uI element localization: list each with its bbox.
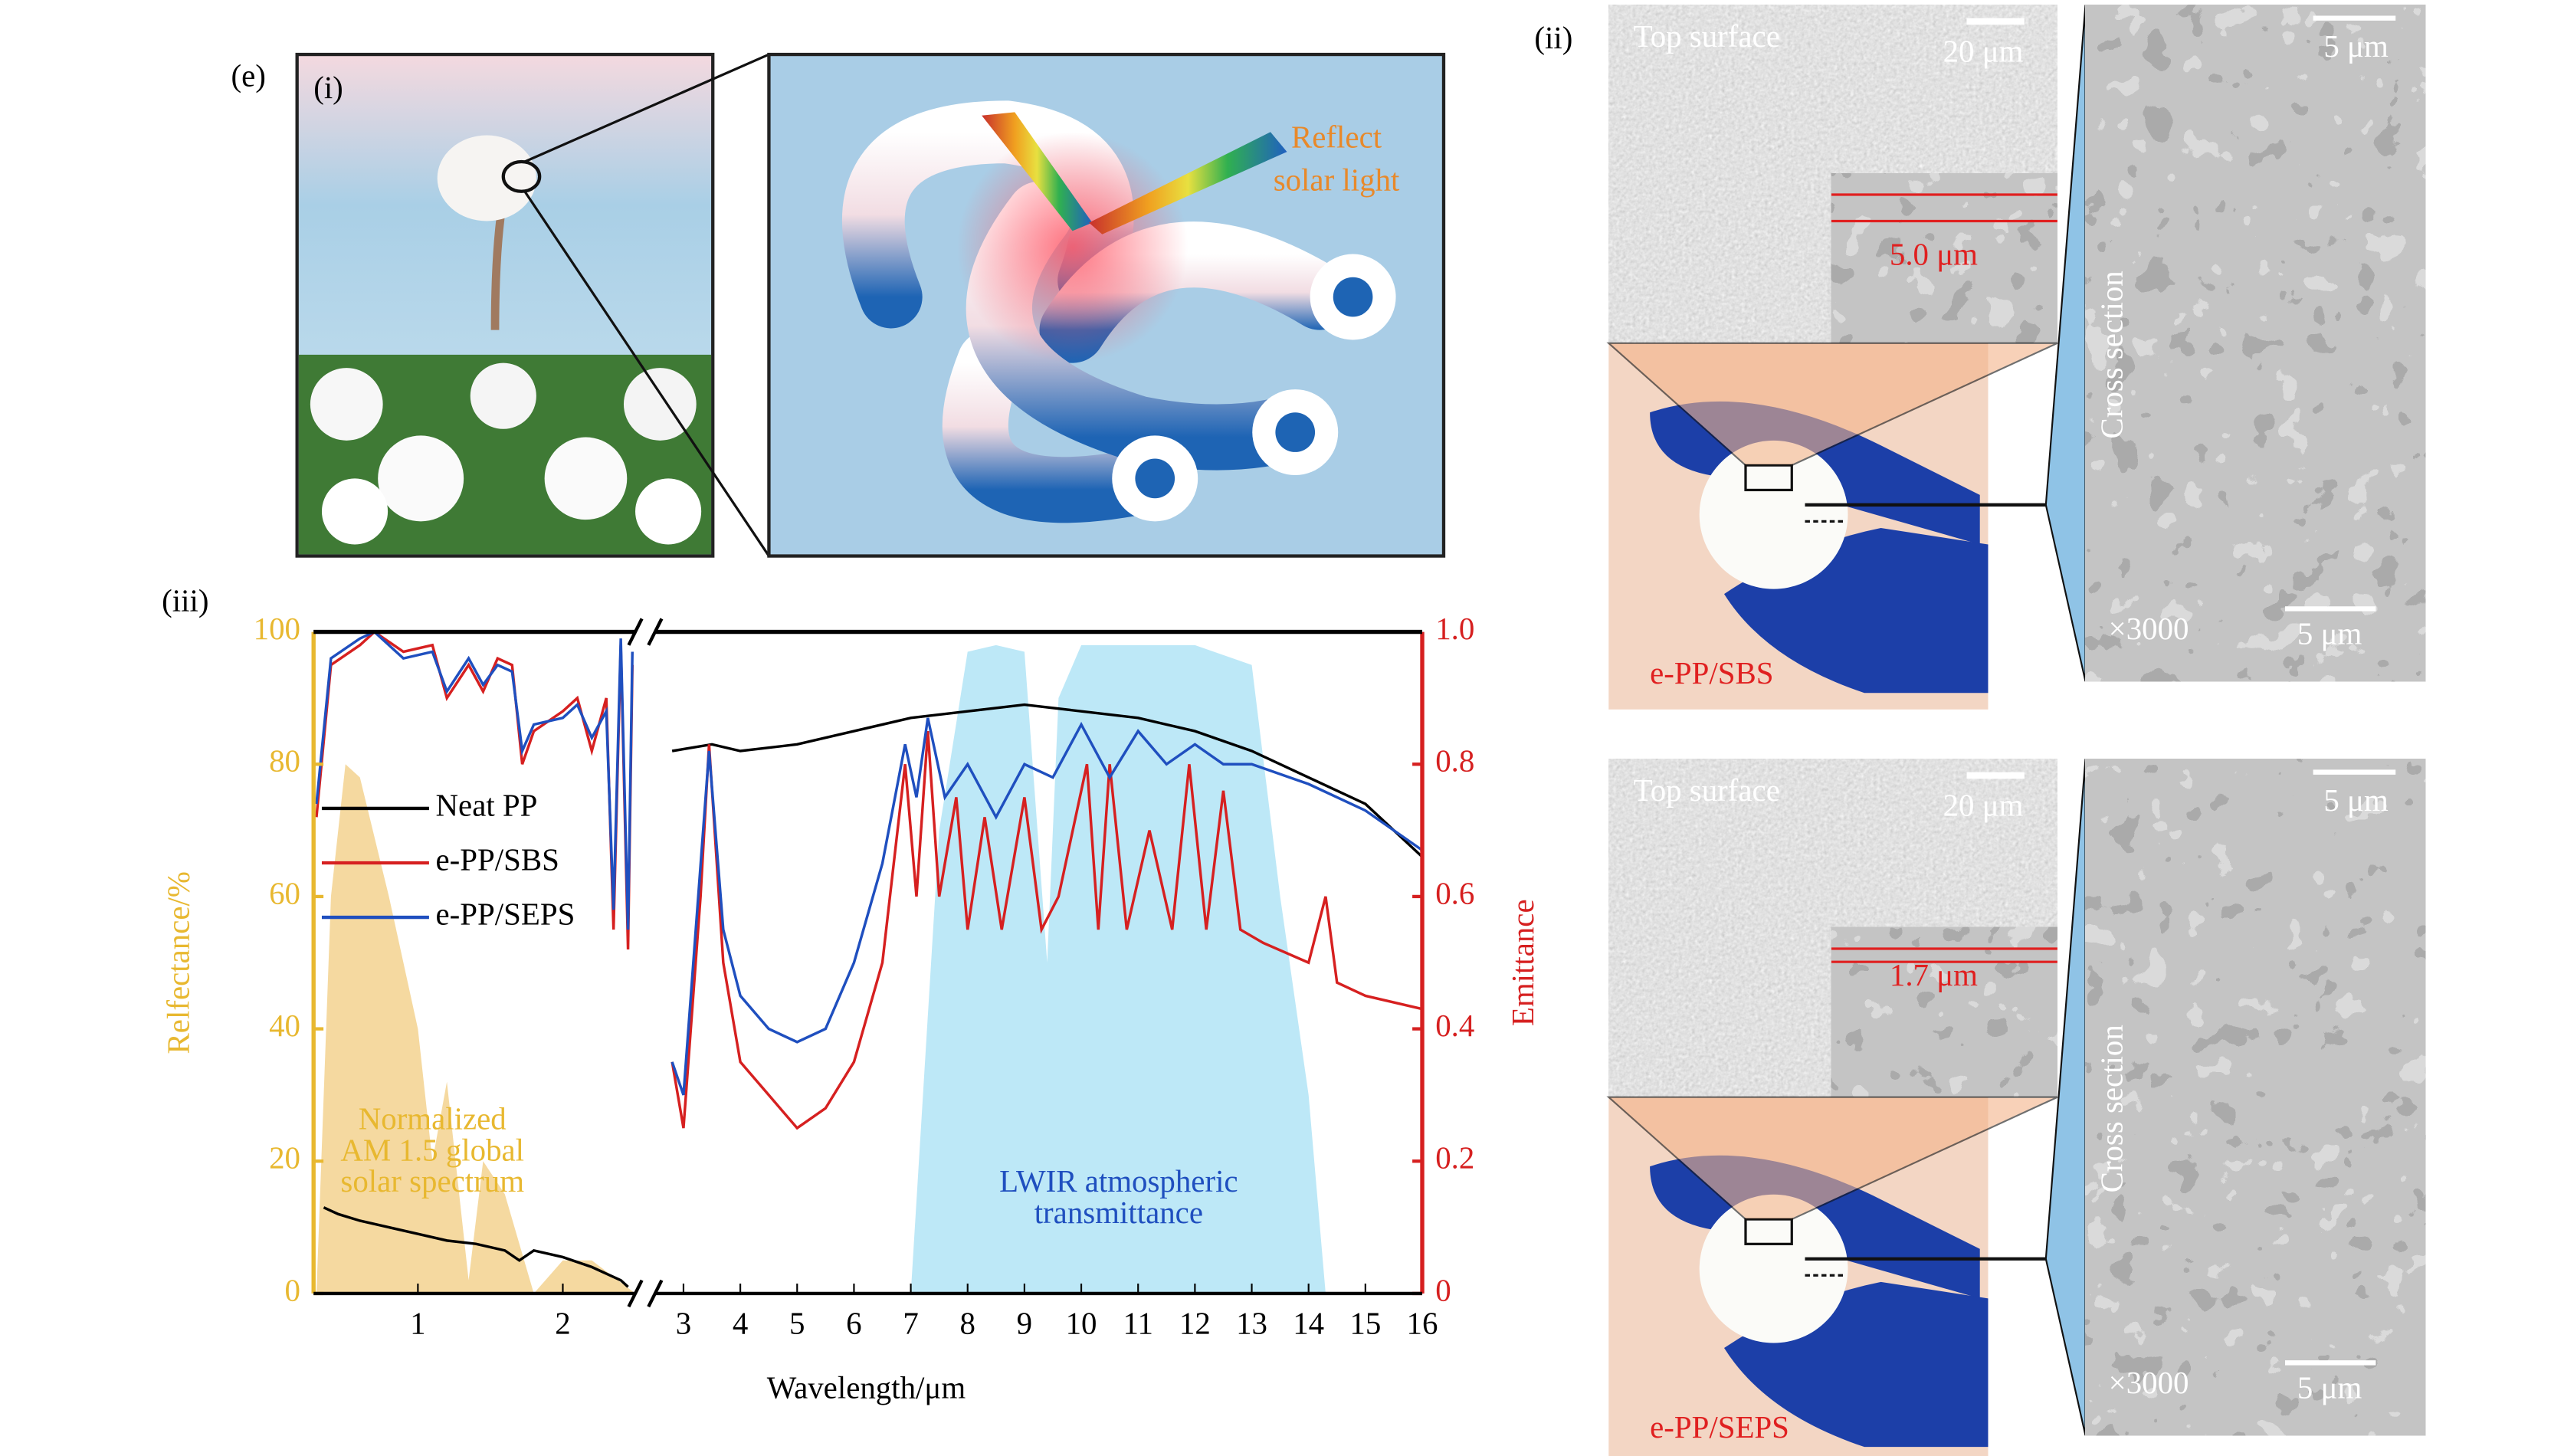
sample-name: e-PP/SEPS [1650,1410,1789,1445]
sample-disk [1699,1194,1848,1343]
shaded-area [316,764,636,1294]
thickness-label: 1.7 μm [1890,958,1978,992]
area-label: Normalized [359,1101,507,1136]
y-axis-label: Relfectance/% [161,871,195,1054]
x-tick-label: 6 [846,1306,861,1340]
magnification: ×3000 [2109,1366,2189,1400]
x-tick-label: 15 [1349,1306,1381,1340]
x-axis-label: Wavelength/μm [767,1370,966,1405]
x-tick-label: 11 [1123,1306,1153,1340]
glow [956,132,1189,363]
sem-inset [1830,172,2058,344]
area-label: transmittance [1034,1195,1203,1230]
scale-label: 5 μm [2297,1370,2362,1405]
y-tick-label: 40 [269,1008,300,1043]
y-tick-label: 1.0 [1435,612,1474,646]
sem-cross-section [2085,759,2426,1436]
panel-label: (e) [231,59,266,93]
series-line [671,717,1423,1096]
sem-inset [1830,926,2058,1098]
y-tick-label: 0 [1435,1273,1451,1307]
series-line [315,630,634,930]
series-line [671,703,1424,858]
area-label: solar spectrum [340,1164,524,1199]
sem-caption: Top surface [1634,19,1780,54]
x-tick-label: 3 [676,1306,691,1340]
legend-label: e-PP/SBS [436,842,559,877]
y-tick-label: 0 [285,1273,300,1307]
y-tick-label: 100 [254,612,300,646]
x-tick-label: 16 [1407,1306,1438,1340]
scale-label: 5 μm [2323,29,2389,64]
scale-label: 20 μm [1943,788,2024,822]
y-tick-label: 60 [269,876,300,910]
x-tick-label: 1 [410,1306,425,1340]
reflected-light [1089,132,1287,234]
area-label: LWIR atmospheric [999,1164,1238,1199]
cotton-field [298,135,712,555]
y-tick-label: 80 [269,744,300,779]
x-tick-label: 4 [733,1306,748,1340]
zoom-cone [1606,1096,2058,1221]
series-line [323,1206,629,1288]
x-tick-label: 7 [903,1306,918,1340]
magnification: ×3000 [2109,612,2189,646]
sample-name: e-PP/SBS [1650,656,1773,690]
sample-group: 5.0 μm Top surface 20 μm e-PP/SBS Cross sect… [1606,5,2426,710]
scale-label: 5 μm [2323,783,2389,818]
panel-i: (e) Reflect solar light (i) [231,52,1446,558]
incident-light [982,112,1093,231]
series-line [671,730,1423,1130]
fiber-end [1275,412,1316,452]
axis-break [647,1279,664,1308]
annotation: Reflect [1291,120,1382,154]
sem-caption: Cross section [2095,271,2130,438]
y-axis-label: Emittance [1506,899,1540,1026]
fiber-end [1333,277,1373,317]
x-tick-label: 5 [789,1306,805,1340]
x-tick-label: 12 [1179,1306,1211,1340]
scale-label: 5 μm [2297,616,2362,651]
x-tick-label: 10 [1066,1306,1097,1340]
panel-label: (i) [313,71,343,105]
sample-group: 1.7 μm Top surface 20 μm e-PP/SEPS Cross sec… [1606,759,2426,1456]
annotation: solar light [1274,162,1400,197]
y-tick-label: 0.6 [1435,876,1474,910]
panel-ii: 5.0 μm Top surface 20 μm e-PP/SBS Cross sect… [1606,5,2426,1456]
x-tick-label: 13 [1236,1306,1267,1340]
sem-caption: Cross section [2095,1025,2130,1192]
zoom-cone [1606,342,2058,467]
panel-label: (iii) [162,583,208,618]
y-tick-label: 0.8 [1435,744,1474,779]
x-tick-label: 9 [1017,1306,1032,1340]
sample-disk [1699,440,1848,589]
zoom-circle [501,159,542,193]
legend-label: e-PP/SEPS [436,897,575,931]
fiber-end [1135,458,1175,499]
x-tick-label: 14 [1293,1306,1324,1340]
axis-break [627,1279,644,1308]
x-tick-label: 2 [555,1306,570,1340]
scale-label: 20 μm [1943,34,2024,68]
sem-cross-section [2085,5,2426,682]
area-label: AM 1.5 global [340,1133,524,1167]
x-tick-label: 8 [960,1306,975,1340]
y-tick-label: 0.4 [1435,1008,1474,1043]
y-tick-label: 20 [269,1141,300,1176]
panel-label: (ii) [1534,21,1572,55]
axis-break [627,618,644,646]
thickness-label: 5.0 μm [1890,237,1978,271]
axis-break [647,618,664,646]
y-tick-label: 0.2 [1435,1141,1474,1176]
sem-caption: Top surface [1634,773,1780,808]
legend-label: Neat PP [436,788,538,822]
zoom-line [524,53,770,163]
zoom-line [523,190,770,557]
